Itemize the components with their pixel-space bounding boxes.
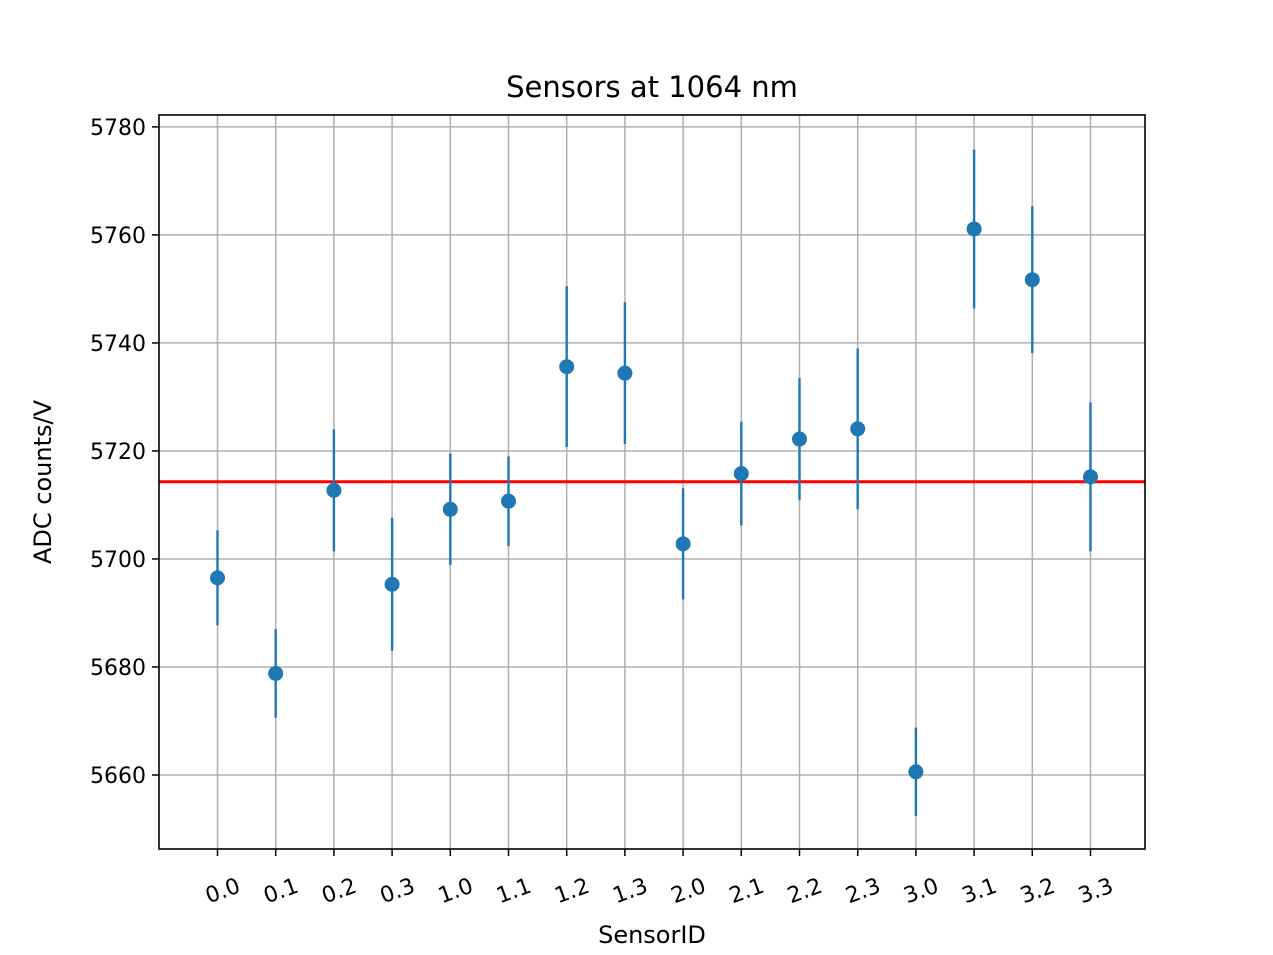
x-axis-label: SensorID (598, 921, 706, 949)
data-point (442, 501, 458, 517)
x-tick-label: 1.2 (551, 874, 592, 909)
data-points (210, 221, 1098, 780)
x-axis-ticks: 0.0 0.1 0.2 0.3 1.0 1.1 1.2 1.3 2.0 2.1 2.2 2.3 3.0 3… (202, 849, 1117, 909)
y-axis-ticks: 5660 5680 5700 5720 5740 5760 5780 (90, 116, 159, 789)
y-tick-label: 5740 (90, 332, 146, 357)
data-point (675, 536, 691, 552)
data-point (384, 576, 400, 592)
data-point (326, 482, 342, 498)
data-point (559, 359, 575, 375)
data-point (733, 466, 749, 482)
y-axis-label: ADC counts/V (29, 399, 57, 564)
data-point (1024, 272, 1040, 288)
plot-frame (158, 114, 1146, 850)
x-tick-label: 1.1 (493, 874, 534, 909)
data-point (966, 221, 982, 237)
x-tick-label: 2.1 (726, 874, 767, 909)
x-tick-label: 0.0 (202, 874, 243, 909)
x-tick-label: 1.3 (610, 874, 651, 909)
x-tick-label: 0.3 (377, 874, 418, 909)
x-tick-label: 2.2 (784, 874, 825, 909)
x-tick-label: 3.3 (1075, 874, 1116, 909)
data-point (617, 365, 633, 381)
data-point (501, 493, 516, 509)
x-tick-label: 3.2 (1017, 874, 1058, 909)
x-tick-label: 3.1 (959, 874, 1000, 909)
x-tick-label: 0.2 (319, 874, 360, 909)
chart-title: Sensors at 1064 nm (506, 70, 798, 104)
y-tick-label: 5780 (90, 116, 146, 141)
x-tick-label: 3.0 (901, 874, 942, 909)
data-point (792, 431, 807, 447)
data-point (850, 421, 866, 437)
y-tick-label: 5660 (90, 764, 146, 789)
y-tick-label: 5680 (90, 656, 146, 681)
y-tick-label: 5720 (90, 440, 146, 465)
x-tick-label: 2.3 (842, 874, 883, 909)
data-point (1083, 469, 1098, 485)
data-point (908, 764, 924, 780)
x-tick-label: 1.0 (435, 874, 476, 909)
data-point (268, 665, 284, 681)
data-point (210, 570, 225, 586)
y-tick-label: 5760 (90, 224, 146, 249)
x-tick-label: 0.1 (260, 874, 301, 909)
x-tick-label: 2.0 (668, 874, 709, 909)
y-tick-label: 5700 (90, 548, 146, 573)
